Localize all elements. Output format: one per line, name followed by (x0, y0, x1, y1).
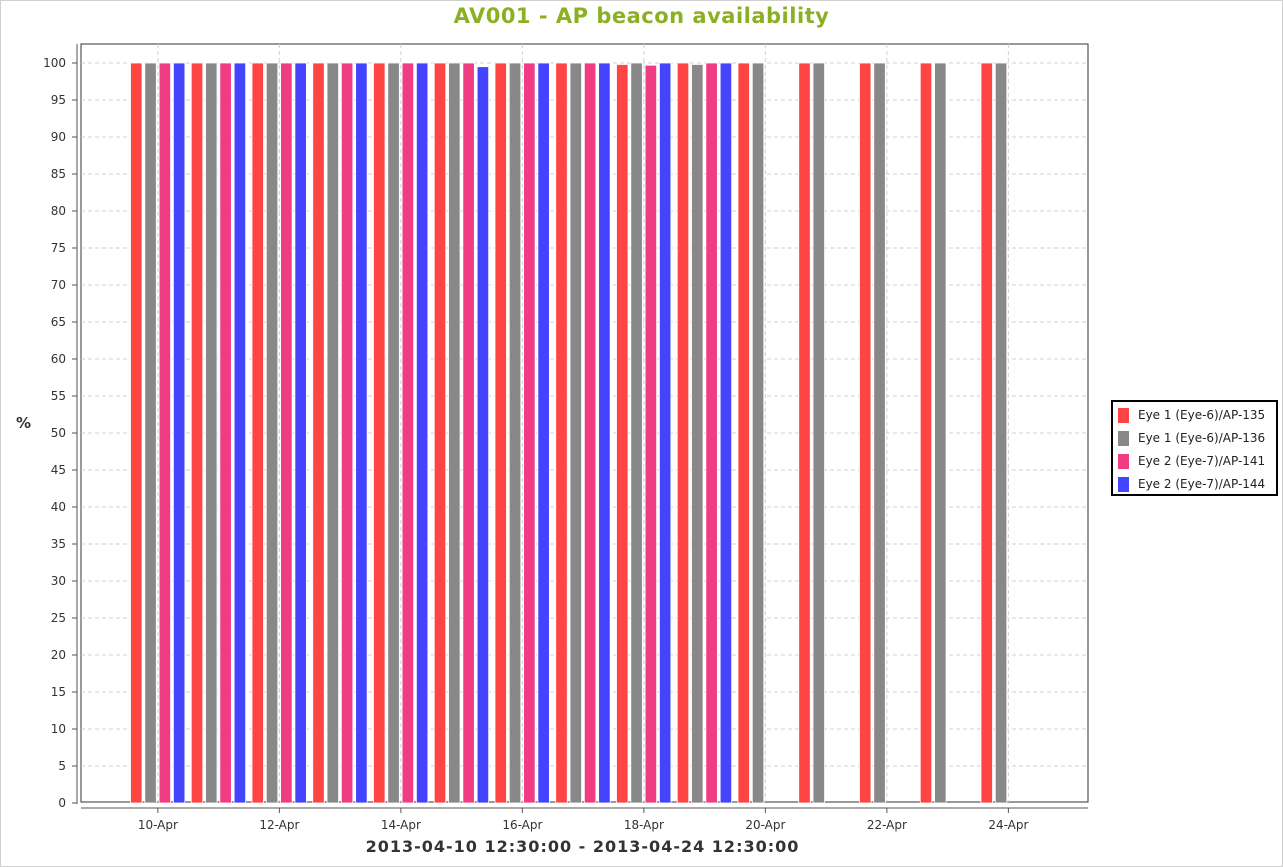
legend-label: Eye 2 (Eye-7)/AP-141 (1138, 454, 1266, 468)
bar (448, 62, 461, 804)
bar (676, 62, 690, 804)
bar (537, 62, 550, 804)
bar (583, 62, 597, 804)
bar (233, 62, 247, 804)
bar (401, 62, 415, 804)
legend-label: Eye 2 (Eye-7)/AP-144 (1138, 477, 1266, 491)
bar (172, 62, 186, 804)
legend-swatch-icon (1118, 430, 1129, 446)
bar (873, 62, 886, 804)
legend-item: Eye 2 (Eye-7)/AP-141 (1118, 453, 1265, 469)
y-axis-label: % (16, 414, 32, 432)
x-axis-label: 2013-04-10 12:30:00 - 2013-04-24 12:30:0… (365, 837, 800, 856)
bar (476, 66, 490, 804)
bar (190, 62, 204, 804)
bar (616, 64, 629, 804)
y-tick-label: 60 (51, 352, 66, 366)
bar (280, 62, 293, 804)
y-tick-label: 35 (51, 537, 66, 551)
bar (373, 62, 386, 804)
bar (158, 62, 172, 804)
y-tick-label: 15 (51, 685, 66, 699)
y-tick-label: 0 (58, 796, 66, 810)
bar (355, 62, 368, 804)
bar (415, 62, 429, 804)
y-tick-label: 5 (58, 759, 66, 773)
y-tick-label: 30 (51, 574, 66, 588)
y-tick-label: 85 (51, 167, 66, 181)
bar (219, 62, 232, 804)
bar (719, 62, 733, 804)
bar (312, 62, 325, 804)
x-tick-label: 20-Apr (745, 818, 785, 832)
bar (144, 62, 157, 804)
legend-label: Eye 1 (Eye-6)/AP-135 (1138, 408, 1266, 422)
bar (994, 62, 1008, 804)
x-tick-label: 12-Apr (259, 818, 299, 832)
legend: Eye 1 (Eye-6)/AP-135 Eye 1 (Eye-6)/AP-13… (1111, 400, 1278, 496)
bar (205, 62, 218, 804)
bar (659, 62, 672, 804)
legend-swatch-icon (1118, 476, 1129, 492)
bar (751, 62, 765, 804)
x-tick-label: 18-Apr (624, 818, 664, 832)
legend-swatch-icon (1118, 453, 1129, 469)
y-tick-label: 80 (51, 204, 66, 218)
bar (705, 62, 718, 804)
bar (265, 62, 279, 804)
bar (859, 62, 872, 804)
bar (630, 62, 643, 804)
bar (737, 62, 750, 804)
bar (340, 62, 354, 804)
x-tick-label: 14-Apr (381, 818, 421, 832)
legend-swatch-icon (1118, 407, 1129, 423)
bar (980, 62, 993, 804)
y-tick-label: 65 (51, 315, 66, 329)
bar (294, 62, 307, 804)
y-tick-label: 20 (51, 648, 66, 662)
bar (598, 62, 611, 804)
bar (569, 62, 582, 804)
chart-title: AV001 - AP beacon availability (453, 4, 830, 28)
y-tick-label: 90 (51, 130, 66, 144)
bar (387, 62, 400, 804)
bar (934, 62, 947, 804)
y-tick-label: 10 (51, 722, 66, 736)
y-tick-label: 70 (51, 278, 66, 292)
legend-label: Eye 1 (Eye-6)/AP-136 (1138, 431, 1266, 445)
bar (130, 62, 143, 804)
bar (555, 62, 568, 804)
x-tick-label: 10-Apr (138, 818, 178, 832)
bar (919, 62, 933, 804)
y-tick-label: 45 (51, 463, 66, 477)
y-tick-label: 50 (51, 426, 66, 440)
x-tick-label: 16-Apr (502, 818, 542, 832)
bar (812, 62, 825, 804)
bar (326, 62, 339, 804)
bar (508, 62, 522, 804)
bar (798, 62, 811, 804)
bar (462, 62, 475, 804)
x-tick-label: 22-Apr (867, 818, 907, 832)
y-tick-label: 95 (51, 93, 66, 107)
y-tick-label: 40 (51, 500, 66, 514)
y-tick-label: 100 (43, 56, 66, 70)
y-tick-label: 55 (51, 389, 66, 403)
y-tick-label: 75 (51, 241, 66, 255)
bar (251, 62, 264, 804)
y-tick-label: 25 (51, 611, 66, 625)
bar (644, 64, 657, 804)
x-tick-label: 24-Apr (988, 818, 1028, 832)
bar (523, 62, 536, 804)
bar (494, 62, 507, 804)
legend-item: Eye 1 (Eye-6)/AP-135 (1118, 407, 1265, 423)
bar (691, 64, 704, 804)
legend-item: Eye 2 (Eye-7)/AP-144 (1118, 476, 1265, 492)
bar (433, 62, 447, 804)
legend-item: Eye 1 (Eye-6)/AP-136 (1118, 430, 1265, 446)
